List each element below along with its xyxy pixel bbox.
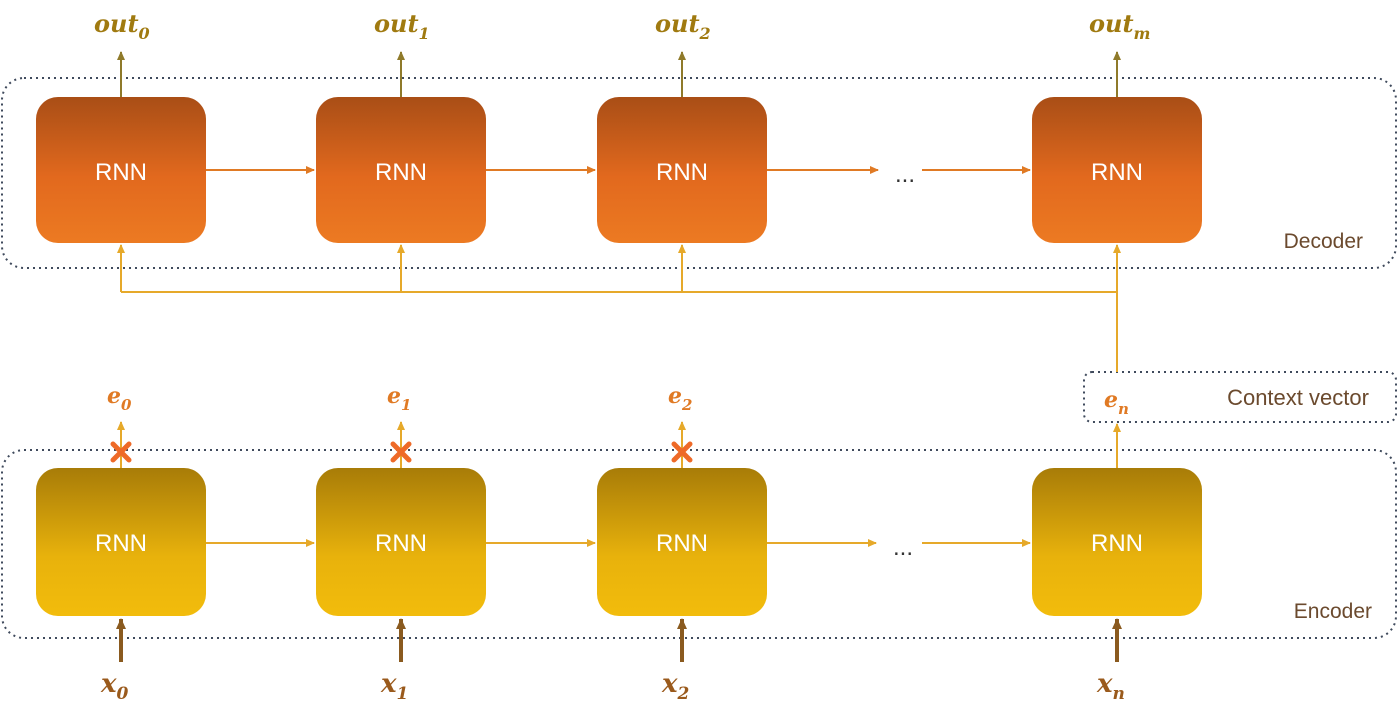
context-vector-label: Context vector [1227,385,1369,410]
context-vector-box [1083,371,1397,423]
decoder-output-2: out2 [655,9,711,43]
encoder-cell-label: RNN [656,530,708,557]
context-bus [117,244,1121,372]
decoder-cell-label: RNN [375,159,427,186]
decoder-cell-2: RNN [597,97,767,243]
discard-cross-icon [110,441,132,463]
encoder-state-1: e1 [387,383,411,414]
encoder-ellipsis: ... [893,534,913,561]
decoder-label: Decoder [1284,230,1363,253]
decoder-output-1: out1 [374,9,430,43]
decoder-cell-0: RNN [36,97,206,243]
decoder-ellipsis: ... [895,161,915,188]
encoder-state-2: e2 [668,383,692,414]
decoder-cell-m: RNN [1032,97,1202,243]
discard-cross-icon [390,441,412,463]
encoder-input-n: xn [1096,669,1125,704]
encoder-container [1,449,1397,639]
discard-cross-icon [671,441,693,463]
encoder-cell-n: RNN [1032,468,1202,616]
encoder-cell-2: RNN [597,468,767,616]
decoder-cell-label: RNN [95,159,147,186]
encoder-cell-label: RNN [375,530,427,557]
context-state-en: en [1104,387,1129,418]
decoder-output-0: out0 [94,9,150,43]
encoder-cell-0: RNN [36,468,206,616]
encoder-cell-label: RNN [95,530,147,557]
decoder-output-m: outm [1089,9,1150,43]
decoder-cell-label: RNN [656,159,708,186]
encoder-cell-label: RNN [1091,530,1143,557]
decoder-container [1,77,1397,269]
encoder-input-0: x0 [100,669,129,704]
encoder-label: Encoder [1294,600,1372,623]
encoder-input-1: x1 [380,669,408,704]
decoder-cell-label: RNN [1091,159,1143,186]
encoder-input-2: x2 [661,669,690,704]
decoder-cell-1: RNN [316,97,486,243]
encoder-state-0: e0 [107,383,132,414]
encoder-cell-1: RNN [316,468,486,616]
